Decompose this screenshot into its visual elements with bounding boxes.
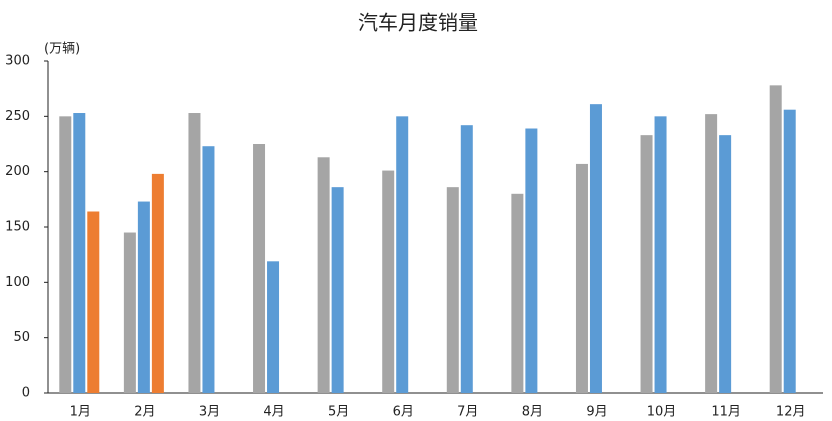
y-tick-label: 150 — [5, 220, 30, 235]
bar — [382, 170, 395, 393]
x-tick-label: 11月 — [711, 405, 741, 420]
chart-title: 汽车月度销量 — [358, 11, 478, 35]
bar — [188, 113, 201, 393]
x-tick-label: 6月 — [393, 405, 414, 420]
bar — [396, 116, 409, 393]
x-tick-label: 8月 — [522, 405, 543, 420]
bar — [640, 135, 653, 393]
y-tick-label: 300 — [5, 54, 30, 69]
bar — [719, 135, 732, 393]
bar — [137, 201, 150, 393]
x-tick-label: 10月 — [647, 405, 677, 420]
bar — [87, 211, 100, 393]
bar — [525, 128, 538, 394]
bar — [73, 113, 86, 393]
x-tick-label: 4月 — [263, 405, 284, 420]
bar — [202, 146, 215, 393]
bar — [253, 144, 266, 393]
bar — [769, 85, 782, 393]
y-tick-label: 0 — [22, 386, 30, 401]
bar — [460, 125, 473, 393]
bar — [123, 232, 136, 393]
bar — [705, 114, 718, 394]
x-tick-label: 1月 — [70, 405, 91, 420]
bar — [331, 187, 344, 393]
y-tick-label: 200 — [5, 164, 30, 179]
y-tick-label: 100 — [5, 275, 30, 290]
bar — [511, 193, 524, 393]
bar — [151, 173, 164, 393]
bar — [589, 104, 602, 393]
y-axis-label: (万辆) — [44, 42, 80, 57]
x-tick-label: 3月 — [199, 405, 220, 420]
bar — [59, 116, 72, 393]
bar — [654, 116, 667, 393]
bar — [575, 163, 588, 393]
bar — [317, 157, 330, 393]
bar — [267, 261, 280, 393]
x-tick-label: 2月 — [134, 405, 155, 420]
bar — [783, 109, 796, 394]
x-tick-label: 12月 — [776, 405, 806, 420]
x-tick-label: 7月 — [457, 405, 478, 420]
y-tick-label: 250 — [5, 109, 30, 124]
y-tick-label: 50 — [13, 330, 30, 345]
bar — [446, 187, 459, 393]
x-tick-label: 5月 — [328, 405, 349, 420]
x-tick-label: 9月 — [586, 405, 607, 420]
